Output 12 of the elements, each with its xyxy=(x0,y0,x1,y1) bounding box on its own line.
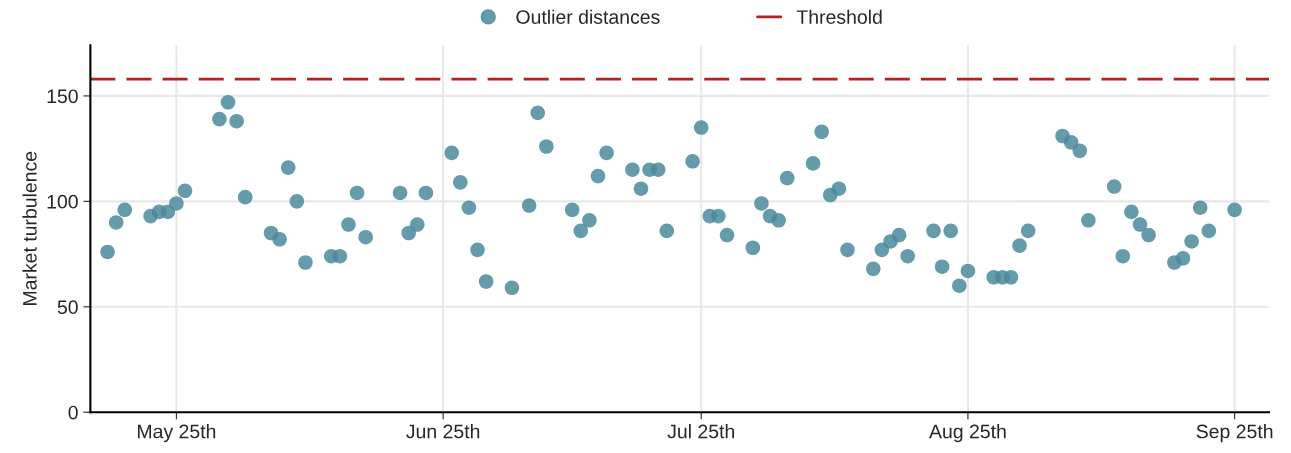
x-tick-label: Aug 25th xyxy=(929,424,1006,443)
y-tick-label: 0 xyxy=(68,405,78,420)
x-tick-label: Sep 25th xyxy=(1196,424,1273,443)
legend-label: Threshold xyxy=(796,9,882,24)
y-tick-label: 100 xyxy=(47,194,78,209)
x-tick-label: Jul 25th xyxy=(667,424,735,439)
y-tick-label: 50 xyxy=(57,300,78,315)
x-tick-label: Jun 25th xyxy=(406,424,480,439)
y-axis-title: Market turbulence xyxy=(22,151,37,305)
legend-label: Outlier distances xyxy=(516,9,660,24)
x-tick-label: May 25th xyxy=(138,424,216,443)
y-tick-label: 150 xyxy=(47,89,78,104)
